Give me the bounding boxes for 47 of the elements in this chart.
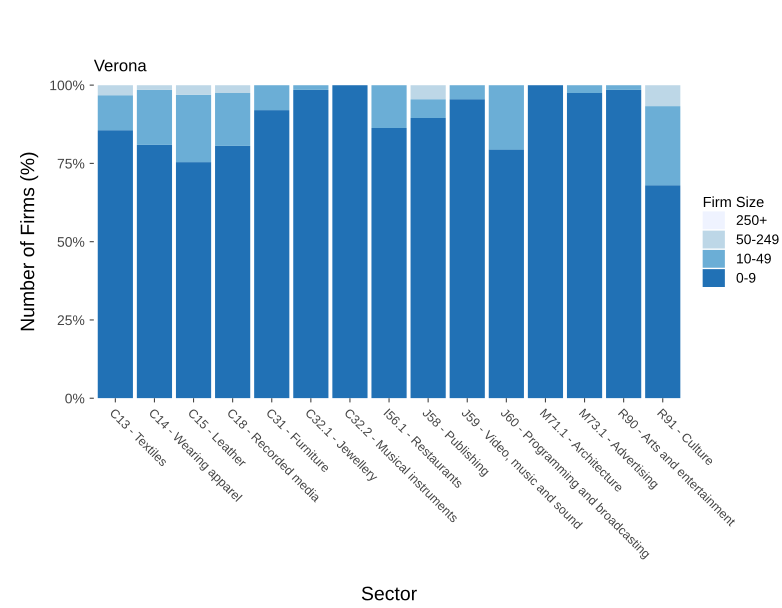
y-tick-label: 0% (65, 394, 84, 404)
chart-title: Verona (94, 60, 147, 72)
bar (450, 99, 485, 398)
bar (410, 99, 446, 118)
bar (254, 110, 290, 398)
bar (606, 90, 642, 398)
y-tick-label: 100% (50, 80, 84, 90)
y-tick-label: 25% (58, 315, 84, 326)
bar (645, 185, 680, 398)
bar (136, 85, 172, 90)
bar (566, 85, 602, 93)
y-tick-label: 75% (58, 158, 84, 169)
bar (215, 85, 250, 93)
bar (566, 92, 602, 398)
bar (488, 150, 524, 398)
legend-label: 0-9 (736, 272, 756, 283)
x-axis-title: Sector (362, 586, 417, 600)
bar (176, 94, 212, 162)
legend-label: 10-49 (737, 254, 771, 264)
legend-label: 50-249 (736, 234, 779, 244)
bar (254, 85, 290, 110)
bar (293, 85, 328, 90)
bar (371, 128, 407, 398)
bar (136, 144, 172, 398)
y-tick-label: 50% (58, 237, 84, 247)
bar (645, 106, 680, 186)
bar (332, 85, 368, 398)
bar (176, 162, 212, 398)
bar (528, 85, 564, 398)
y-axis-title: Number of Firms (%) (20, 152, 38, 330)
bar (176, 85, 212, 95)
bar (410, 85, 446, 100)
bar (98, 95, 133, 130)
legend-label: 250+ (736, 215, 767, 226)
bar (410, 118, 446, 398)
bar (371, 85, 407, 128)
legend-title: Firm Size (704, 196, 764, 208)
bar (293, 90, 328, 398)
bar (606, 85, 642, 90)
bar (645, 85, 680, 106)
bar (215, 146, 250, 398)
bar (136, 90, 172, 145)
bar (450, 85, 485, 100)
bar (215, 92, 250, 146)
bar (488, 85, 524, 150)
bar (98, 85, 133, 96)
bar (98, 130, 133, 398)
